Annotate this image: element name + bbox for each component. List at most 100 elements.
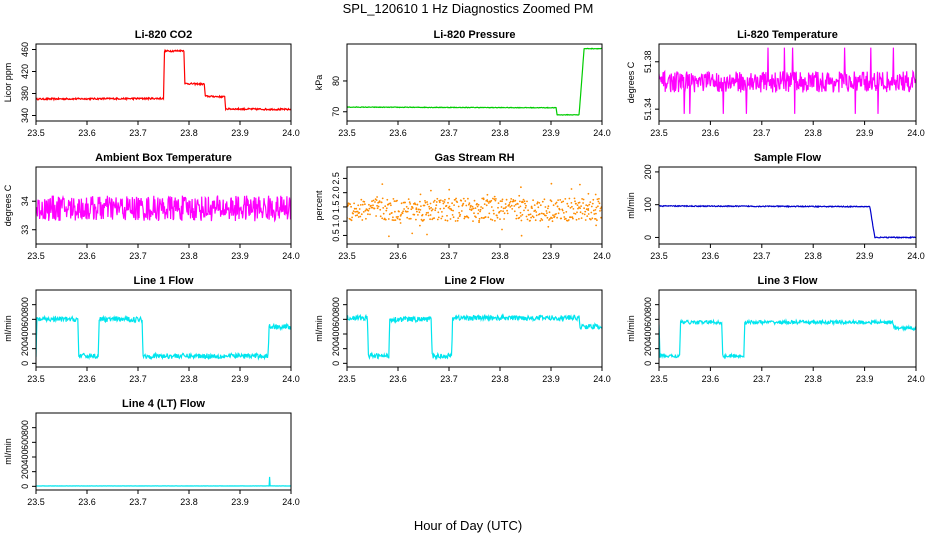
chart-gas-stream-rh-point: [352, 212, 354, 215]
chart-gas-stream-rh-point: [444, 198, 446, 201]
chart-line-4-lt-flow-ytick-label: 400: [20, 449, 30, 464]
chart-li-820-pressure-xtick-label: 23.5: [338, 128, 356, 138]
chart-gas-stream-rh-point: [426, 203, 429, 206]
chart-gas-stream-rh-point: [512, 199, 515, 201]
chart-gas-stream-rh-point: [447, 206, 450, 209]
chart-gas-stream-rh-point: [585, 204, 588, 207]
chart-gas-stream-rh-point: [597, 200, 600, 203]
chart-li-820-co2: Li-820 CO2 Licor ppm 23.5 23.6 23.7 23.8 23.9 2…: [3, 29, 300, 138]
chart-gas-stream-rh-point: [497, 202, 500, 205]
chart-gas-stream-rh-point: [453, 204, 455, 207]
chart-gas-stream-rh-point: [372, 199, 375, 202]
chart-gas-stream-rh-point: [573, 197, 576, 200]
chart-sample-flow-ytick-label: 200: [643, 164, 653, 179]
chart-gas-stream-rh-point: [523, 200, 526, 203]
chart-gas-stream-rh-point: [469, 208, 471, 211]
chart-gas-stream-rh-point: [408, 201, 411, 204]
chart-line-2-flow-xtick-label: 23.7: [440, 374, 458, 384]
chart-li-820-temperature-ytick-label: 51.34: [643, 98, 653, 121]
chart-gas-stream-rh-point: [447, 201, 449, 204]
chart-li-820-temperature-ylabel: degrees C: [626, 61, 636, 103]
chart-gas-stream-rh-point: [350, 205, 352, 208]
chart-gas-stream-rh-point: [590, 211, 593, 214]
chart-gas-stream-rh-point: [595, 224, 597, 227]
chart-gas-stream-rh-xtick-label: 23.5: [338, 251, 356, 261]
chart-gas-stream-rh-point: [557, 212, 560, 215]
chart-ambient-box-temperature-line: [36, 194, 291, 223]
chart-gas-stream-rh-point: [435, 204, 438, 207]
chart-gas-stream-rh-point: [405, 205, 408, 208]
chart-gas-stream-rh-point: [434, 209, 437, 212]
chart-gas-stream-rh-point: [464, 200, 467, 202]
chart-gas-stream-rh-point: [584, 219, 587, 221]
chart-gas-stream-rh-point: [501, 228, 503, 231]
chart-gas-stream-rh-point: [353, 207, 356, 210]
chart-gas-stream-rh-point: [472, 220, 474, 223]
chart-gas-stream-rh-point: [535, 214, 538, 217]
chart-ambient-box-temperature-xtick-label: 23.9: [231, 251, 249, 261]
chart-gas-stream-rh-ytick-label: 1.5: [331, 201, 341, 214]
chart-gas-stream-rh-point: [437, 216, 440, 219]
chart-gas-stream-rh-point: [448, 205, 451, 208]
chart-gas-stream-rh-point: [557, 199, 559, 202]
chart-gas-stream-rh-point: [358, 208, 361, 210]
chart-gas-stream-rh-point: [444, 219, 447, 222]
chart-gas-stream-rh-point: [420, 205, 422, 208]
figure-title: SPL_120610 1 Hz Diagnostics Zoomed PM: [342, 1, 594, 16]
chart-line-3-flow-xtick-label: 23.6: [702, 374, 720, 384]
chart-gas-stream-rh-point: [473, 212, 475, 215]
chart-gas-stream-rh-point: [592, 209, 595, 212]
chart-gas-stream-rh-point: [580, 205, 582, 208]
chart-gas-stream-rh-point: [460, 210, 463, 212]
chart-gas-stream-rh-point: [490, 206, 493, 208]
chart-gas-stream-rh-point: [410, 208, 413, 211]
chart-gas-stream-rh-point: [490, 199, 493, 202]
chart-gas-stream-rh-point: [591, 217, 594, 220]
chart-li-820-pressure-title: Li-820 Pressure: [434, 29, 516, 41]
chart-gas-stream-rh-point: [534, 219, 537, 222]
chart-gas-stream-rh-point: [383, 217, 386, 220]
chart-gas-stream-rh-point: [403, 208, 405, 210]
chart-gas-stream-rh-point: [355, 207, 358, 210]
chart-gas-stream-rh-point: [381, 217, 384, 220]
chart-gas-stream-rh-point: [392, 216, 394, 219]
chart-gas-stream-rh-point: [595, 206, 598, 209]
chart-li-820-co2-xtick-label: 23.8: [180, 128, 198, 138]
chart-gas-stream-rh-ytick-label: 2.0: [331, 186, 341, 199]
chart-li-820-pressure-xtick-label: 23.8: [491, 128, 509, 138]
chart-gas-stream-rh-point: [515, 214, 518, 217]
chart-gas-stream-rh-point: [368, 207, 371, 210]
chart-li-820-co2-xtick-label: 23.7: [129, 128, 147, 138]
chart-line-3-flow-frame: [658, 289, 917, 368]
chart-gas-stream-rh-point: [439, 199, 442, 202]
chart-gas-stream-rh-point: [397, 215, 399, 218]
chart-line-2-flow: Line 2 Flow ml/min 23.5 23.6 23.7 23.8 23.9 24.…: [314, 275, 611, 384]
chart-gas-stream-rh-point: [443, 207, 445, 210]
chart-gas-stream-rh-point: [572, 208, 575, 210]
chart-gas-stream-rh-point: [594, 193, 597, 196]
chart-sample-flow-xtick-label: 24.0: [907, 251, 925, 261]
chart-gas-stream-rh-point: [520, 219, 523, 222]
chart-gas-stream-rh-point: [367, 213, 369, 216]
chart-line-1-flow-series: [36, 314, 291, 361]
chart-gas-stream-rh-point: [438, 199, 441, 202]
chart-li-820-temperature-line: [659, 47, 916, 114]
chart-gas-stream-rh-point: [522, 198, 525, 201]
chart-li-820-co2-ytick-label: 380: [20, 86, 30, 101]
chart-gas-stream-rh-point: [452, 216, 455, 219]
chart-gas-stream-rh-xtick-label: 23.6: [389, 251, 407, 261]
chart-gas-stream-rh-point: [376, 207, 379, 210]
chart-gas-stream-rh-point: [591, 202, 594, 205]
chart-gas-stream-rh-point: [394, 219, 397, 222]
chart-gas-stream-rh-point: [576, 204, 579, 207]
chart-gas-stream-rh-point: [437, 211, 440, 214]
chart-gas-stream-rh-point: [499, 218, 501, 221]
chart-line-4-lt-flow-xtick-label: 23.8: [180, 497, 198, 507]
chart-gas-stream-rh-xtick-label: 23.7: [440, 251, 458, 261]
chart-gas-stream-rh-point: [436, 197, 439, 200]
chart-li-820-co2-xtick-label: 23.5: [27, 128, 45, 138]
chart-gas-stream-rh-point: [451, 214, 454, 216]
chart-gas-stream-rh-xtick-label: 23.9: [542, 251, 560, 261]
chart-line-3-flow-xtick-label: 23.9: [856, 374, 874, 384]
chart-gas-stream-rh-point: [585, 208, 588, 211]
